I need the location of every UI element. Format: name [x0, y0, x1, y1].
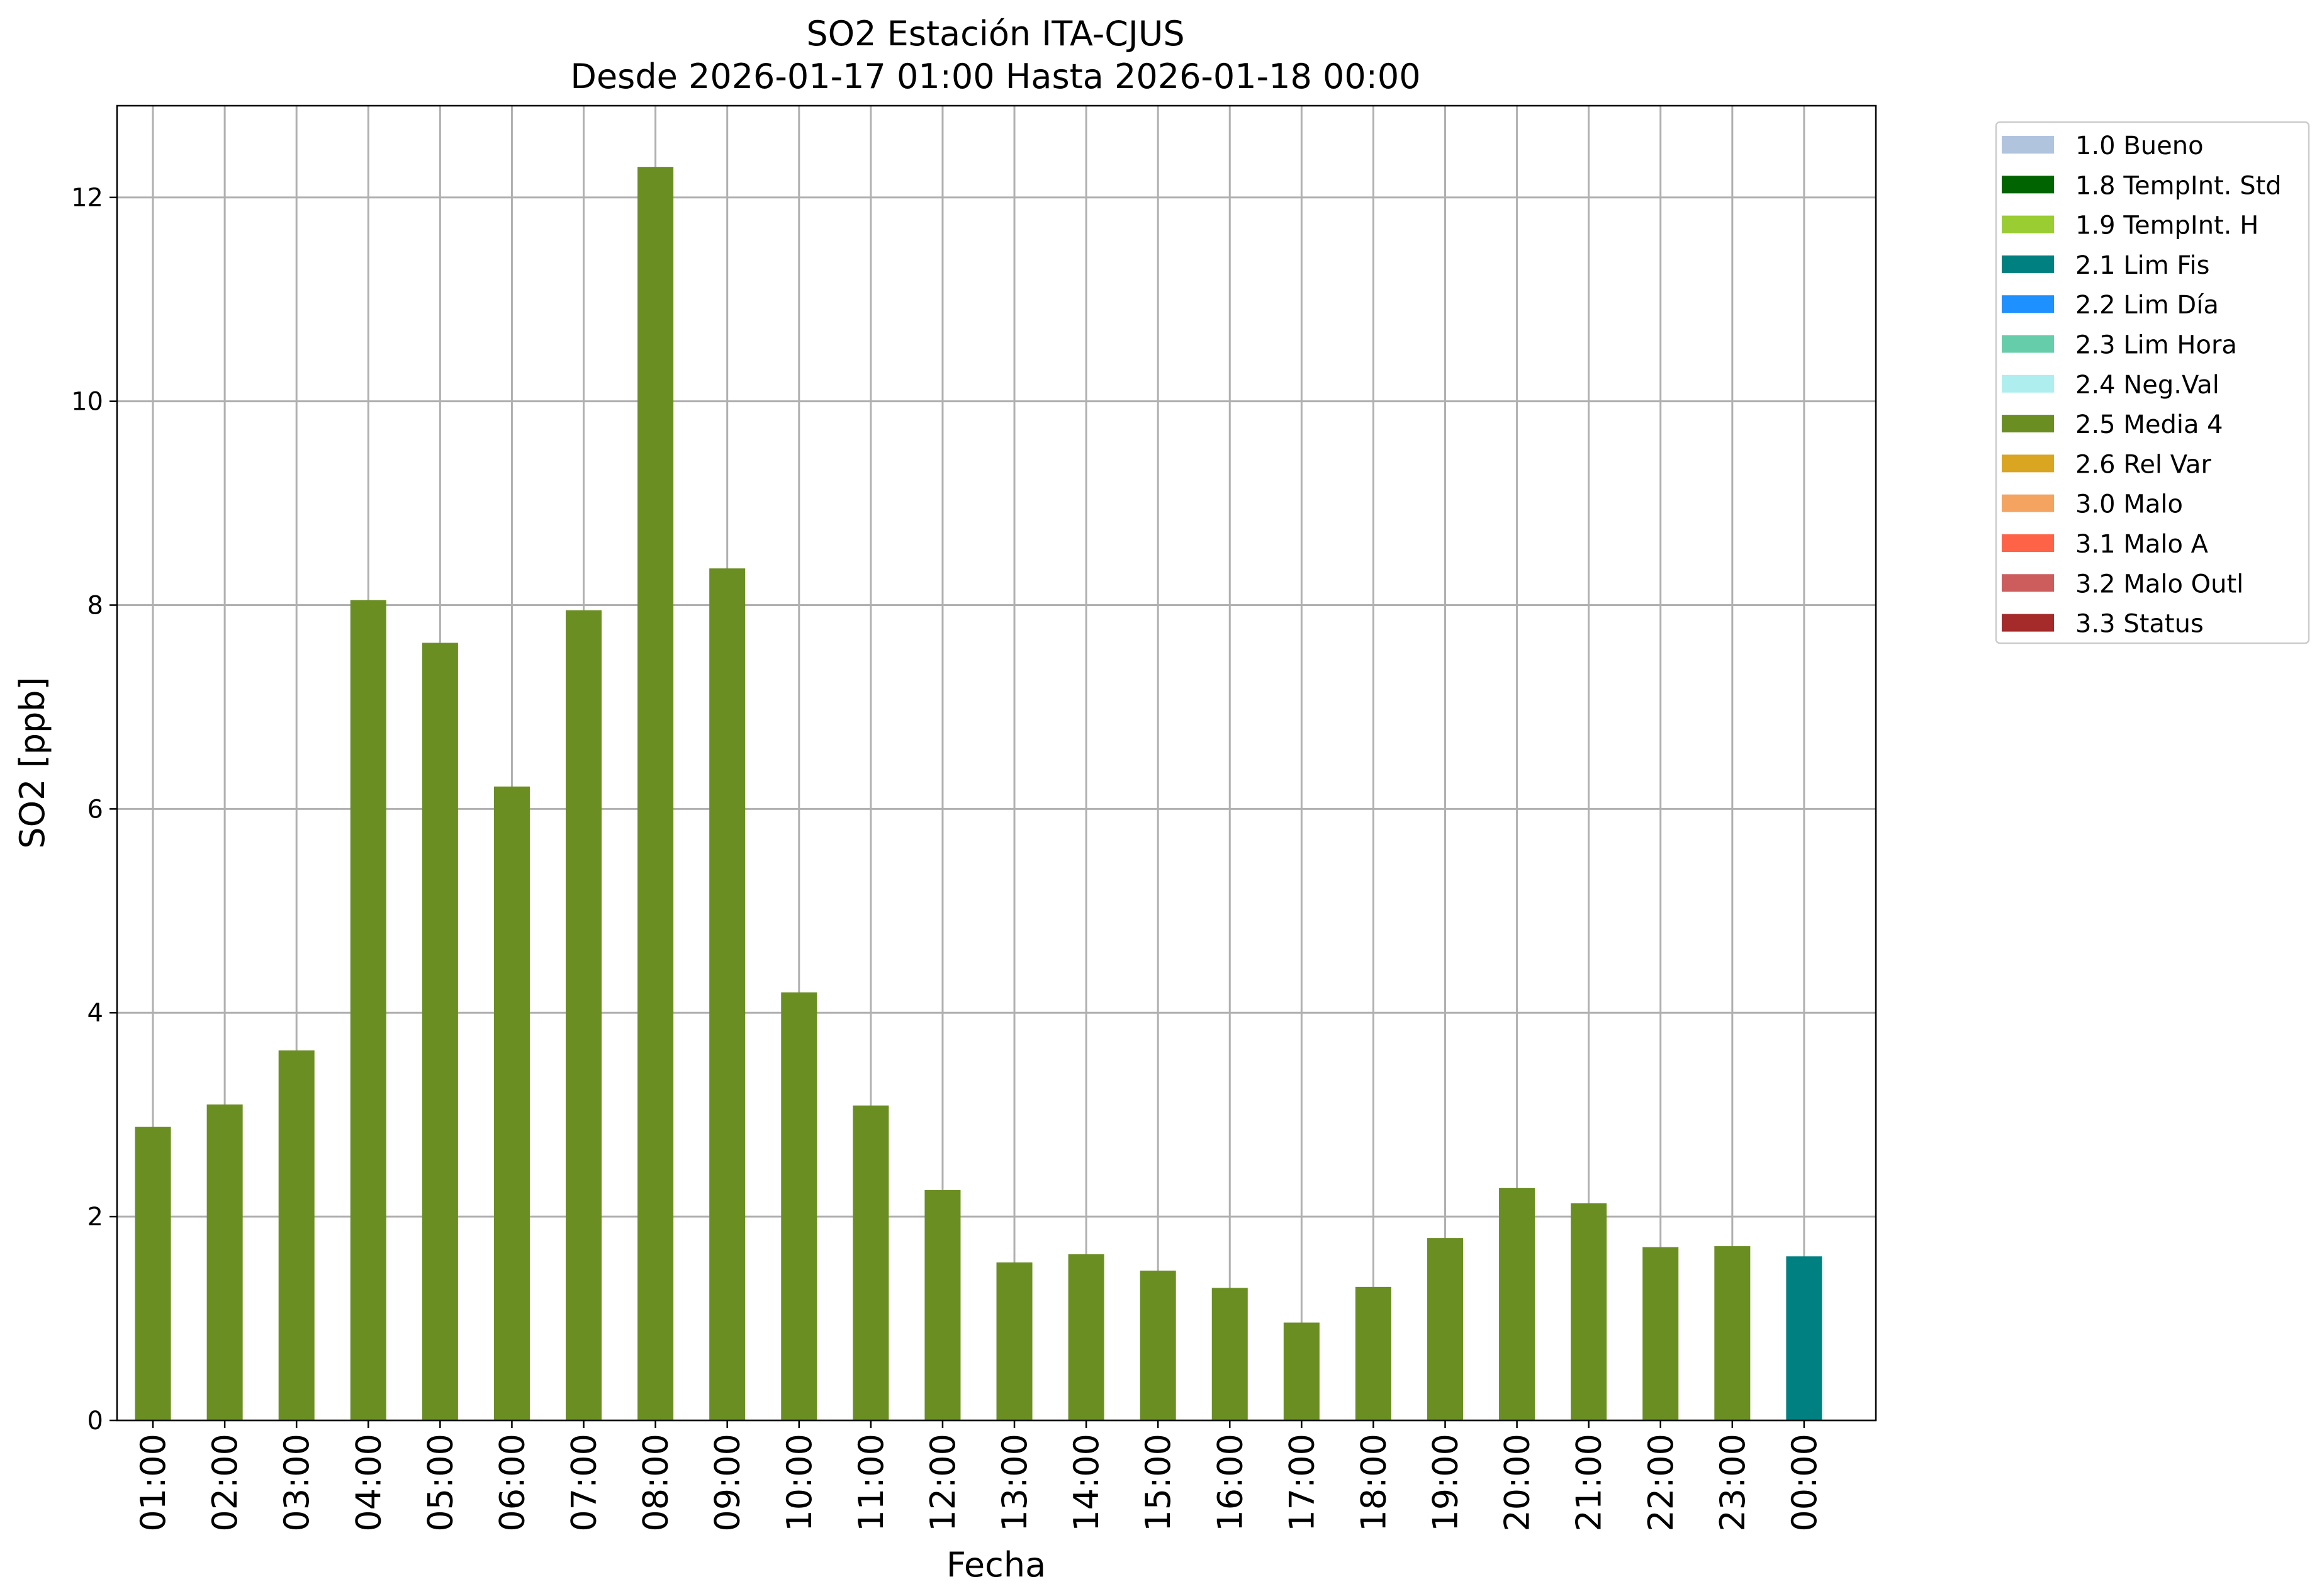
- legend-label: 2.2 Lim Día: [2075, 291, 2219, 320]
- bar: [1140, 1270, 1176, 1420]
- legend-label: 2.5 Media 4: [2075, 410, 2223, 439]
- x-tick-label: 10:00: [780, 1434, 819, 1532]
- bar: [1211, 1288, 1248, 1420]
- legend: 1.0 Bueno 1.8 TempInt. Std 1.9 TempInt. H 2…: [1995, 121, 2310, 644]
- legend-label: 2.1 Lim Fis: [2075, 251, 2209, 280]
- legend-swatch: [2002, 335, 2054, 353]
- bar: [996, 1262, 1033, 1420]
- x-tick-label: 17:00: [1282, 1434, 1321, 1532]
- x-tick-label: 20:00: [1498, 1434, 1537, 1532]
- x-axis: 01:00 02:00 03:00 04:00 05:00 06:00 07:00 08:00…: [133, 1420, 1824, 1532]
- y-tick-label: 4: [87, 999, 103, 1028]
- legend-label: 1.9 TempInt. H: [2075, 211, 2258, 240]
- x-tick-label: 14:00: [1067, 1434, 1106, 1532]
- bar: [1499, 1188, 1535, 1420]
- x-tick-label: 04:00: [349, 1434, 388, 1532]
- y-tick-label: 8: [87, 591, 103, 620]
- legend-swatch: [2002, 574, 2054, 592]
- x-tick-label: 09:00: [708, 1434, 748, 1532]
- bar: [493, 786, 530, 1420]
- bar: [1283, 1322, 1320, 1420]
- x-tick-label: 06:00: [492, 1434, 532, 1532]
- x-axis-label: Fecha: [946, 1545, 1046, 1585]
- legend-swatch: [2002, 295, 2054, 313]
- legend-label: 2.6 Rel Var: [2075, 450, 2212, 479]
- legend-swatch: [2002, 176, 2054, 194]
- y-axis-label: SO2 [ppb]: [13, 677, 52, 848]
- x-tick-label: 13:00: [995, 1434, 1035, 1532]
- y-axis: 0 2 4 6 8 10 12: [71, 184, 117, 1436]
- legend-frame: [1995, 121, 2310, 644]
- legend-label: 3.2 Malo Outl: [2075, 570, 2243, 598]
- y-tick-label: 12: [71, 184, 103, 213]
- legend-label: 3.0 Malo: [2075, 490, 2183, 519]
- bar: [135, 1127, 171, 1420]
- bar: [781, 992, 817, 1420]
- legend-swatch: [2002, 614, 2054, 632]
- x-tick-label: 03:00: [277, 1434, 317, 1532]
- x-tick-label: 12:00: [923, 1434, 963, 1532]
- legend-swatch: [2002, 454, 2054, 473]
- x-tick-label: 05:00: [420, 1434, 460, 1532]
- bar: [1786, 1256, 1822, 1420]
- bar: [1068, 1254, 1104, 1420]
- legend-swatch: [2002, 136, 2054, 154]
- legend-swatch: [2002, 374, 2054, 393]
- bar: [422, 643, 458, 1420]
- chart-subtitle: Desde 2026-01-17 01:00 Hasta 2026-01-18 …: [570, 57, 1420, 96]
- bar: [1571, 1203, 1607, 1420]
- x-tick-label: 00:00: [1785, 1434, 1824, 1532]
- x-tick-label: 02:00: [205, 1434, 245, 1532]
- bar: [1714, 1246, 1751, 1420]
- chart-title: SO2 Estación ITA-CJUS: [806, 14, 1184, 53]
- bar: [206, 1104, 243, 1420]
- bar: [278, 1050, 315, 1420]
- bar: [1355, 1286, 1391, 1420]
- legend-label: 1.8 TempInt. Std: [2075, 171, 2282, 200]
- bar: [350, 600, 386, 1421]
- x-tick-label: 22:00: [1641, 1434, 1681, 1532]
- y-tick-label: 2: [87, 1203, 103, 1232]
- legend-label: 2.3 Lim Hora: [2075, 331, 2237, 360]
- legend-label: 1.0 Bueno: [2075, 132, 2204, 160]
- y-tick-label: 10: [71, 388, 103, 417]
- y-tick-label: 6: [87, 795, 103, 824]
- x-tick-label: 23:00: [1713, 1434, 1753, 1532]
- bars: [135, 167, 1822, 1421]
- plot-area-frame: [116, 104, 1877, 1422]
- legend-label: 3.3 Status: [2075, 610, 2204, 639]
- legend-swatch: [2002, 494, 2054, 512]
- x-tick-label: 21:00: [1569, 1434, 1609, 1532]
- x-tick-label: 18:00: [1354, 1434, 1393, 1532]
- legend-label: 3.1 Malo A: [2075, 530, 2209, 559]
- legend-swatch: [2002, 534, 2054, 552]
- bar: [853, 1105, 889, 1420]
- x-tick-label: 15:00: [1138, 1434, 1178, 1532]
- bar: [709, 568, 746, 1420]
- y-tick-label: 0: [87, 1407, 103, 1436]
- legend-swatch: [2002, 415, 2054, 433]
- x-tick-label: 19:00: [1426, 1434, 1466, 1532]
- x-tick-label: 16:00: [1210, 1434, 1250, 1532]
- bar: [637, 167, 674, 1420]
- x-tick-label: 07:00: [564, 1434, 604, 1532]
- x-tick-label: 11:00: [851, 1434, 891, 1532]
- legend-swatch: [2002, 255, 2054, 273]
- bar: [1642, 1247, 1679, 1420]
- x-tick-label: 01:00: [133, 1434, 173, 1532]
- bar: [566, 610, 602, 1420]
- bar: [1427, 1238, 1464, 1420]
- x-tick-label: 08:00: [636, 1434, 676, 1532]
- legend-label: 2.4 Neg.Val: [2075, 371, 2219, 400]
- legend-swatch: [2002, 215, 2054, 233]
- bar: [924, 1190, 961, 1420]
